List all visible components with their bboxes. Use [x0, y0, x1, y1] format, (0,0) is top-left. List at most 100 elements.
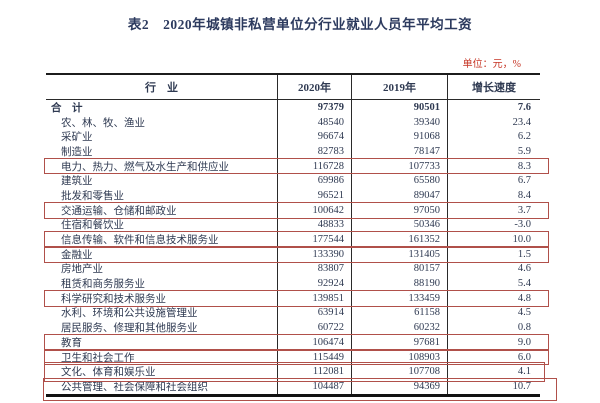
value-growth: 1.5: [517, 248, 531, 260]
wage-table: 行 业 2020年 2019年 增长速度 合 计 97379 90501 7.6 农、林…: [43, 73, 557, 401]
value-2019: 61158: [352, 305, 448, 321]
unit-note: 单位：元，%: [462, 59, 521, 70]
column-header-2020: 2020年: [278, 75, 352, 99]
table-row: 电力、热力、燃气及水生产和供应业 116728 107733 8.3: [44, 157, 549, 175]
table-row: 采矿业 96674 91068 6.2: [46, 129, 540, 145]
value-growth: 5.9: [517, 145, 531, 157]
industry-name: 水利、环境和公共设施管理业: [46, 305, 278, 321]
table-row: 文化、体育和娱乐业 112081 107708 4.1: [44, 361, 545, 382]
value-2019: 39340: [352, 114, 448, 130]
industry-name: 交通运输、仓储和邮政业: [46, 202, 278, 218]
value-2020: 104487: [278, 379, 352, 394]
value-2019: 133459: [352, 290, 448, 306]
value-2020: 48833: [278, 217, 352, 233]
value-growth: 4.8: [517, 292, 531, 304]
industry-name: 住宿和餐饮业: [46, 217, 278, 233]
value-growth: 10.0: [512, 234, 531, 246]
industry-name: 文化、体育和娱乐业: [46, 364, 278, 380]
value-2020: 116728: [278, 158, 352, 174]
value-growth: 23.4: [512, 116, 531, 128]
industry-name: 房地产业: [46, 261, 278, 277]
industry-name: 公共管理、社会保障和社会组织: [46, 379, 278, 394]
value-growth: 4.5: [517, 307, 531, 319]
value-2019: 107708: [352, 364, 448, 380]
industry-name: 农、林、牧、渔业: [46, 114, 278, 130]
table-row: 制造业 82783 78147 5.9: [46, 144, 540, 159]
table-row: 批发和零售业 96521 89047 8.4: [46, 188, 540, 203]
value-2020: 177544: [278, 232, 352, 247]
industry-name: 电力、热力、燃气及水生产和供应业: [46, 158, 278, 174]
value-growth: 6.0: [517, 351, 531, 363]
value-growth: 8.4: [517, 189, 531, 201]
value-2020: 69986: [278, 173, 352, 189]
table-row: 农、林、牧、渔业 48540 39340 23.4: [46, 114, 540, 130]
table-row: 住宿和餐饮业 48833 50346 -3.0: [46, 217, 540, 233]
column-header-2019: 2019年: [352, 75, 448, 99]
value-growth: 5.4: [517, 278, 531, 290]
table-row: 金融业 133390 131405 1.5: [44, 245, 549, 263]
table-row: 建筑业 69986 65580 6.7: [46, 173, 540, 189]
value-2019: 94369: [352, 379, 448, 394]
value-growth: 3.7: [517, 204, 531, 216]
value-2019: 88190: [352, 276, 448, 291]
industry-name: 批发和零售业: [46, 188, 278, 203]
value-2020: 139851: [278, 290, 352, 306]
value-2020: 48540: [278, 114, 352, 130]
value-growth: -3.0: [514, 219, 531, 231]
table-row: 房地产业 83807 80157 4.6: [46, 261, 540, 277]
value-growth: 6.2: [517, 131, 531, 143]
table-header-row: 行 业 2020年 2019年 增长速度: [46, 75, 540, 100]
industry-name: 金融业: [46, 246, 278, 262]
value-2019: 65580: [352, 173, 448, 189]
value-2019: 90501: [352, 100, 448, 115]
industry-name: 教育: [46, 335, 278, 350]
industry-name: 科学研究和技术服务业: [46, 290, 278, 306]
table-row: 教育 106474 97681 9.0: [44, 334, 549, 351]
column-header-growth: 增长速度: [472, 82, 516, 94]
column-header-industry: 行 业: [46, 75, 278, 99]
value-growth: 0.8: [517, 322, 531, 334]
value-2019: 161352: [352, 232, 448, 247]
value-2019: 60232: [352, 320, 448, 335]
table-row: 卫生和社会工作 115449 108903 6.0: [44, 348, 549, 366]
table-row: 合 计 97379 90501 7.6: [46, 100, 540, 115]
industry-name: 制造业: [46, 144, 278, 159]
industry-name: 采矿业: [46, 129, 278, 145]
value-2019: 80157: [352, 261, 448, 277]
table-row: 公共管理、社会保障和社会组织 104487 94369 10.7: [43, 378, 557, 401]
value-2020: 133390: [278, 246, 352, 262]
value-2020: 100642: [278, 202, 352, 218]
value-2019: 107733: [352, 158, 448, 174]
value-growth: 4.1: [517, 366, 531, 378]
table-body: 合 计 97379 90501 7.6 农、林、牧、渔业 48540 39340 23.4 采矿…: [43, 100, 557, 401]
value-2020: 115449: [278, 349, 352, 365]
value-2020: 63914: [278, 305, 352, 321]
value-2020: 83807: [278, 261, 352, 277]
industry-name: 合 计: [46, 100, 278, 115]
table-row: 交通运输、仓储和邮政业 100642 97050 3.7: [44, 201, 549, 219]
value-2020: 106474: [278, 335, 352, 350]
value-growth: 10.7: [512, 380, 531, 392]
value-2020: 97379: [278, 100, 352, 115]
value-2019: 50346: [352, 217, 448, 233]
value-2019: 97050: [352, 202, 448, 218]
page-title: 表2 2020年城镇非私营单位分行业就业人员年平均工资: [127, 17, 473, 32]
value-growth: 6.7: [517, 175, 531, 187]
table-row: 居民服务、修理和其他服务业 60722 60232 0.8: [46, 320, 540, 335]
value-growth: 9.0: [517, 336, 531, 348]
value-2020: 112081: [278, 364, 352, 380]
industry-name: 信息传输、软件和信息技术服务业: [46, 232, 278, 247]
value-2020: 82783: [278, 144, 352, 159]
value-growth: 7.6: [517, 101, 531, 113]
value-2019: 108903: [352, 349, 448, 365]
value-2020: 92924: [278, 276, 352, 291]
value-2020: 96674: [278, 129, 352, 145]
value-2019: 89047: [352, 188, 448, 203]
value-growth: 8.3: [517, 160, 531, 172]
value-2020: 60722: [278, 320, 352, 335]
industry-name: 租赁和商务服务业: [46, 276, 278, 291]
value-2019: 131405: [352, 246, 448, 262]
industry-name: 居民服务、修理和其他服务业: [46, 320, 278, 335]
value-2019: 91068: [352, 129, 448, 145]
table-row: 科学研究和技术服务业 139851 133459 4.8: [44, 289, 549, 307]
